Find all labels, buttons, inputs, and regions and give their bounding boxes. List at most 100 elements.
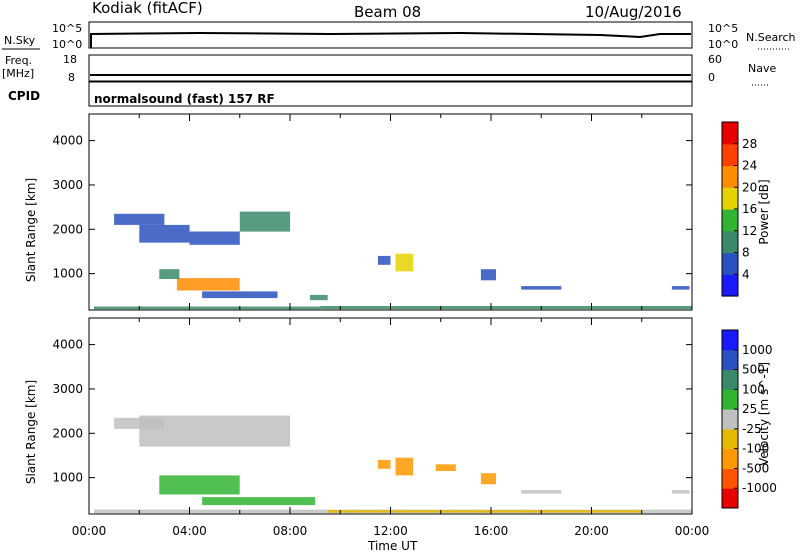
colorbar-segment <box>722 122 738 145</box>
colorbar-tick-label: 12 <box>742 224 757 238</box>
station-title: Kodiak (fitACF) <box>92 0 203 17</box>
colorbar-segment <box>722 209 738 232</box>
colorbar-segment <box>722 468 738 489</box>
data-region <box>310 294 328 301</box>
data-region <box>395 253 414 272</box>
colorbar-tick-label: 8 <box>742 246 750 260</box>
colorbar-segment <box>722 349 738 371</box>
colorbar-tick-label: -1000 <box>742 481 777 495</box>
colorbar-segment <box>722 448 738 469</box>
data-region <box>377 459 391 469</box>
colorbar-segment <box>722 409 738 430</box>
velocity-ylabel: Slant Range [km] <box>24 380 38 484</box>
freq-panel <box>88 54 693 82</box>
y-tick-label: 1000 <box>52 267 83 281</box>
x-axis-label: Time UT <box>367 539 418 553</box>
y-tick-label: 3000 <box>52 382 83 396</box>
x-tick-label: 04:00 <box>172 524 207 538</box>
colorbar-segment <box>722 187 738 210</box>
data-region <box>189 231 240 245</box>
nave-tick-bottom: 0 <box>708 71 715 84</box>
colorbar-segment <box>722 330 738 351</box>
colorbar-tick-label: 28 <box>742 137 757 151</box>
colorbar-tick-label: -25 <box>742 422 762 436</box>
colorbar-segment <box>722 488 738 509</box>
power-frame <box>88 113 693 311</box>
data-region <box>671 286 690 290</box>
nsky-panel <box>88 21 693 49</box>
nsky-tick-bottom: 10^0 <box>52 38 82 51</box>
data-region <box>435 464 456 471</box>
cpid-value: normalsound (fast) 157 RF <box>94 92 275 106</box>
data-region <box>202 291 278 299</box>
data-region <box>320 306 692 310</box>
data-region <box>202 497 316 506</box>
nsearch-label: N.Search <box>746 31 796 44</box>
x-tick-label: 08:00 <box>273 524 308 538</box>
colorbar-tick-label: 16 <box>742 202 757 216</box>
data-region <box>239 211 291 232</box>
colorbar-tick-label: 1000 <box>742 343 773 357</box>
colorbar-tick-label: 100 <box>742 382 765 396</box>
nsearch-tick-bottom: 10^0 <box>708 38 738 51</box>
velocity-colorbar-label: Velocity [m s^-1] <box>757 362 771 466</box>
y-tick-label: 4000 <box>52 338 83 352</box>
data-region <box>327 510 642 513</box>
data-region <box>377 255 391 265</box>
nave-tick-top: 60 <box>708 53 722 66</box>
x-tick-label: 20:00 <box>574 524 609 538</box>
x-tick-label: 12:00 <box>373 524 408 538</box>
nsky-label: N.Sky <box>4 34 36 47</box>
nave-label: Nave <box>748 62 776 75</box>
colorbar-segment <box>722 143 738 167</box>
time-axis: 00:00 04:00 08:00 12:00 16:00 20:00 00:00 <box>72 524 710 538</box>
colorbar-tick-label: 25 <box>742 402 757 416</box>
data-region <box>94 306 321 310</box>
velocity-frame <box>88 317 693 515</box>
power-colorbar: 4 8 12 16 20 24 28 <box>721 121 757 297</box>
cpid-panel <box>88 81 693 107</box>
colorbar-segment <box>722 389 738 410</box>
power-panel: 1000 2000 3000 4000 <box>52 114 693 310</box>
data-region <box>671 490 690 494</box>
velocity-colorbar: -1000 -500 -100 -25 25 100 500 1000 <box>721 329 777 509</box>
y-tick-label: 4000 <box>52 134 83 148</box>
data-region <box>159 269 180 279</box>
colorbar-segment <box>722 428 738 450</box>
data-region <box>114 213 165 225</box>
nsearch-tick-top: 10^5 <box>708 22 738 35</box>
colorbar-tick-label: 4 <box>742 267 750 281</box>
data-region <box>114 417 165 429</box>
beam-title: Beam 08 <box>354 3 421 21</box>
colorbar-frame <box>721 329 739 509</box>
freq-tick-bottom: 8 <box>68 71 75 84</box>
cpid-label: CPID <box>8 89 40 103</box>
power-colorbar-label: Power [dB] <box>757 179 771 244</box>
data-region <box>521 286 562 290</box>
freq-label-top: Freq. <box>5 54 32 67</box>
colorbar-segment <box>722 165 738 188</box>
y-tick-label: 2000 <box>52 222 83 236</box>
y-tick-label: 1000 <box>52 471 83 485</box>
nsky-tick-top: 10^5 <box>52 22 82 35</box>
date-title: 10/Aug/2016 <box>585 3 682 21</box>
x-tick-label: 00:00 <box>675 524 710 538</box>
y-tick-label: 3000 <box>52 178 83 192</box>
data-region <box>139 415 291 447</box>
data-region <box>395 457 414 476</box>
colorbar-tick-label: -500 <box>742 461 769 475</box>
data-region <box>480 269 496 281</box>
data-region <box>159 475 240 495</box>
data-region <box>176 278 240 291</box>
x-tick-label: 00:00 <box>72 524 107 538</box>
data-region <box>139 224 190 243</box>
colorbar-tick-label: -100 <box>742 442 769 456</box>
nsky-trace <box>89 31 691 39</box>
freq-tick-top: 18 <box>63 53 77 66</box>
freq-label-bottom: [MHz] <box>2 67 34 80</box>
colorbar-tick-label: 500 <box>742 363 765 377</box>
colorbar-segment <box>722 369 738 390</box>
y-tick-label: 2000 <box>52 426 83 440</box>
velocity-panel: 1000 2000 3000 4000 <box>52 318 693 514</box>
